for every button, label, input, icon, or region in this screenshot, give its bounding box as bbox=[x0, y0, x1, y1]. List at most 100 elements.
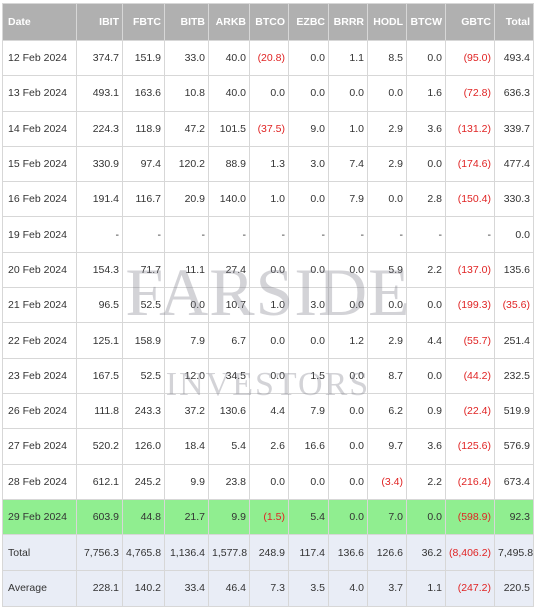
flow-cell-brrr: 0.0 bbox=[328, 392, 368, 430]
flow-cell-ibit: 603.9 bbox=[76, 498, 123, 536]
flow-cell-hodl: (3.4) bbox=[367, 463, 407, 500]
flow-cell-ezbc: 0.0 bbox=[288, 181, 329, 218]
column-header-gbtc: GBTC bbox=[445, 3, 495, 41]
summary-cell-btco: 248.9 bbox=[249, 534, 289, 571]
flow-cell-gbtc: (125.6) bbox=[445, 428, 495, 465]
table-row: 29 Feb 2024 603.9 44.8 21.7 9.9 (1.5) 5.4 0.0 7.… bbox=[2, 498, 534, 536]
flow-cell-fbtc: - bbox=[122, 216, 165, 253]
date-cell: 12 Feb 2024 bbox=[2, 39, 77, 77]
flow-cell-brrr: 7.9 bbox=[328, 181, 368, 218]
flow-cell-ezbc: 0.0 bbox=[288, 322, 329, 359]
flow-cell-total: 232.5 bbox=[494, 357, 534, 394]
flow-cell-bitb: 7.9 bbox=[164, 322, 209, 359]
flow-cell-arkb: 101.5 bbox=[208, 110, 250, 147]
column-header-arkb: ARKB bbox=[208, 3, 250, 41]
flow-cell-bitb: 120.2 bbox=[164, 145, 209, 183]
flow-cell-btco: 1.3 bbox=[249, 145, 289, 183]
date-cell: 26 Feb 2024 bbox=[2, 392, 77, 430]
table-row: 14 Feb 2024 224.3 118.9 47.2 101.5 (37.5) 9.0 1… bbox=[2, 110, 534, 147]
flow-cell-btcw: 0.0 bbox=[406, 498, 446, 536]
total-row: Total 7,756.3 4,765.8 1,136.4 1,577.8 248.9 11… bbox=[2, 534, 534, 571]
flow-cell-total: 135.6 bbox=[494, 251, 534, 289]
flow-cell-hodl: 0.0 bbox=[367, 181, 407, 218]
flow-cell-btcw: 0.0 bbox=[406, 145, 446, 183]
flow-cell-ezbc: 0.0 bbox=[288, 463, 329, 500]
flow-cell-total: 519.9 bbox=[494, 392, 534, 430]
table-header: Date IBIT FBTC BITB ARKB BTCO EZBC BRRR HODL BTCW… bbox=[2, 3, 534, 41]
flow-cell-bitb: 37.2 bbox=[164, 392, 209, 430]
summary-cell-fbtc: 140.2 bbox=[122, 569, 165, 607]
flow-cell-brrr: 7.4 bbox=[328, 145, 368, 183]
date-cell: 20 Feb 2024 bbox=[2, 251, 77, 289]
flow-cell-fbtc: 158.9 bbox=[122, 322, 165, 359]
date-cell: 29 Feb 2024 bbox=[2, 498, 77, 536]
summary-cell-ibit: 7,756.3 bbox=[76, 534, 123, 571]
flow-cell-btcw: 3.6 bbox=[406, 428, 446, 465]
etf-flows-table-container: Date IBIT FBTC BITB ARKB BTCO EZBC BRRR HODL BTCW… bbox=[2, 3, 534, 607]
flow-cell-total: 673.4 bbox=[494, 463, 534, 500]
flow-cell-gbtc: (216.4) bbox=[445, 463, 495, 500]
flow-cell-fbtc: 126.0 bbox=[122, 428, 165, 465]
flow-cell-arkb: 10.7 bbox=[208, 287, 250, 324]
flow-cell-btco: - bbox=[249, 216, 289, 253]
summary-cell-ezbc: 3.5 bbox=[288, 569, 329, 607]
flow-cell-arkb: 5.4 bbox=[208, 428, 250, 465]
summary-cell-hodl: 3.7 bbox=[367, 569, 407, 607]
flow-cell-brrr: 1.2 bbox=[328, 322, 368, 359]
flow-cell-hodl: 8.7 bbox=[367, 357, 407, 394]
etf-flows-table: Date IBIT FBTC BITB ARKB BTCO EZBC BRRR HODL BTCW… bbox=[2, 3, 534, 607]
flow-cell-ibit: 125.1 bbox=[76, 322, 123, 359]
flow-cell-total: 339.7 bbox=[494, 110, 534, 147]
table-row: 12 Feb 2024 374.7 151.9 33.0 40.0 (20.8) 0.0 1.… bbox=[2, 39, 534, 77]
column-header-date: Date bbox=[2, 3, 77, 41]
flow-cell-ezbc: 16.6 bbox=[288, 428, 329, 465]
column-header-btco: BTCO bbox=[249, 3, 289, 41]
summary-cell-arkb: 46.4 bbox=[208, 569, 250, 607]
flow-cell-btco: 0.0 bbox=[249, 251, 289, 289]
summary-cell-brrr: 4.0 bbox=[328, 569, 368, 607]
column-header-ibit: IBIT bbox=[76, 3, 123, 41]
date-cell: 21 Feb 2024 bbox=[2, 287, 77, 324]
table-row: 23 Feb 2024 167.5 52.5 12.0 34.5 0.0 1.5 0.0 8.7… bbox=[2, 357, 534, 394]
summary-cell-ibit: 228.1 bbox=[76, 569, 123, 607]
table-row: 20 Feb 2024 154.3 71.7 11.1 27.4 0.0 0.0 0.0 5.9… bbox=[2, 251, 534, 289]
table-row: 13 Feb 2024 493.1 163.6 10.8 40.0 0.0 0.0 0.0 0.… bbox=[2, 75, 534, 112]
flow-cell-arkb: - bbox=[208, 216, 250, 253]
flow-cell-total: 251.4 bbox=[494, 322, 534, 359]
flow-cell-bitb: - bbox=[164, 216, 209, 253]
summary-cell-total: 7,495.8 bbox=[494, 534, 534, 571]
flow-cell-gbtc: (55.7) bbox=[445, 322, 495, 359]
summary-cell-brrr: 136.6 bbox=[328, 534, 368, 571]
flow-cell-brrr: 0.0 bbox=[328, 463, 368, 500]
flow-cell-btco: (37.5) bbox=[249, 110, 289, 147]
flow-cell-ezbc: - bbox=[288, 216, 329, 253]
table-row: 15 Feb 2024 330.9 97.4 120.2 88.9 1.3 3.0 7.4 2.… bbox=[2, 145, 534, 183]
flow-cell-total: 330.3 bbox=[494, 181, 534, 218]
flow-cell-arkb: 34.5 bbox=[208, 357, 250, 394]
table-row: 22 Feb 2024 125.1 158.9 7.9 6.7 0.0 0.0 1.2 2.9 4… bbox=[2, 322, 534, 359]
flow-cell-bitb: 12.0 bbox=[164, 357, 209, 394]
flow-cell-arkb: 23.8 bbox=[208, 463, 250, 500]
summary-cell-fbtc: 4,765.8 bbox=[122, 534, 165, 571]
flow-cell-btco: (1.5) bbox=[249, 498, 289, 536]
flow-cell-fbtc: 52.5 bbox=[122, 287, 165, 324]
flow-cell-gbtc: (72.8) bbox=[445, 75, 495, 112]
flow-cell-bitb: 33.0 bbox=[164, 39, 209, 77]
flow-cell-btcw: 2.8 bbox=[406, 181, 446, 218]
table-row: 16 Feb 2024 191.4 116.7 20.9 140.0 1.0 0.0 7.9 0… bbox=[2, 181, 534, 218]
flow-cell-ibit: - bbox=[76, 216, 123, 253]
flow-cell-btcw: 4.4 bbox=[406, 322, 446, 359]
date-cell: 16 Feb 2024 bbox=[2, 181, 77, 218]
flow-cell-arkb: 27.4 bbox=[208, 251, 250, 289]
flow-cell-ibit: 493.1 bbox=[76, 75, 123, 112]
flow-cell-hodl: 6.2 bbox=[367, 392, 407, 430]
flow-cell-arkb: 88.9 bbox=[208, 145, 250, 183]
flow-cell-arkb: 6.7 bbox=[208, 322, 250, 359]
flow-cell-btco: 2.6 bbox=[249, 428, 289, 465]
date-cell: 23 Feb 2024 bbox=[2, 357, 77, 394]
flow-cell-ezbc: 3.0 bbox=[288, 287, 329, 324]
column-header-ezbc: EZBC bbox=[288, 3, 329, 41]
flow-cell-btcw: 0.9 bbox=[406, 392, 446, 430]
flow-cell-bitb: 11.1 bbox=[164, 251, 209, 289]
flow-cell-bitb: 10.8 bbox=[164, 75, 209, 112]
